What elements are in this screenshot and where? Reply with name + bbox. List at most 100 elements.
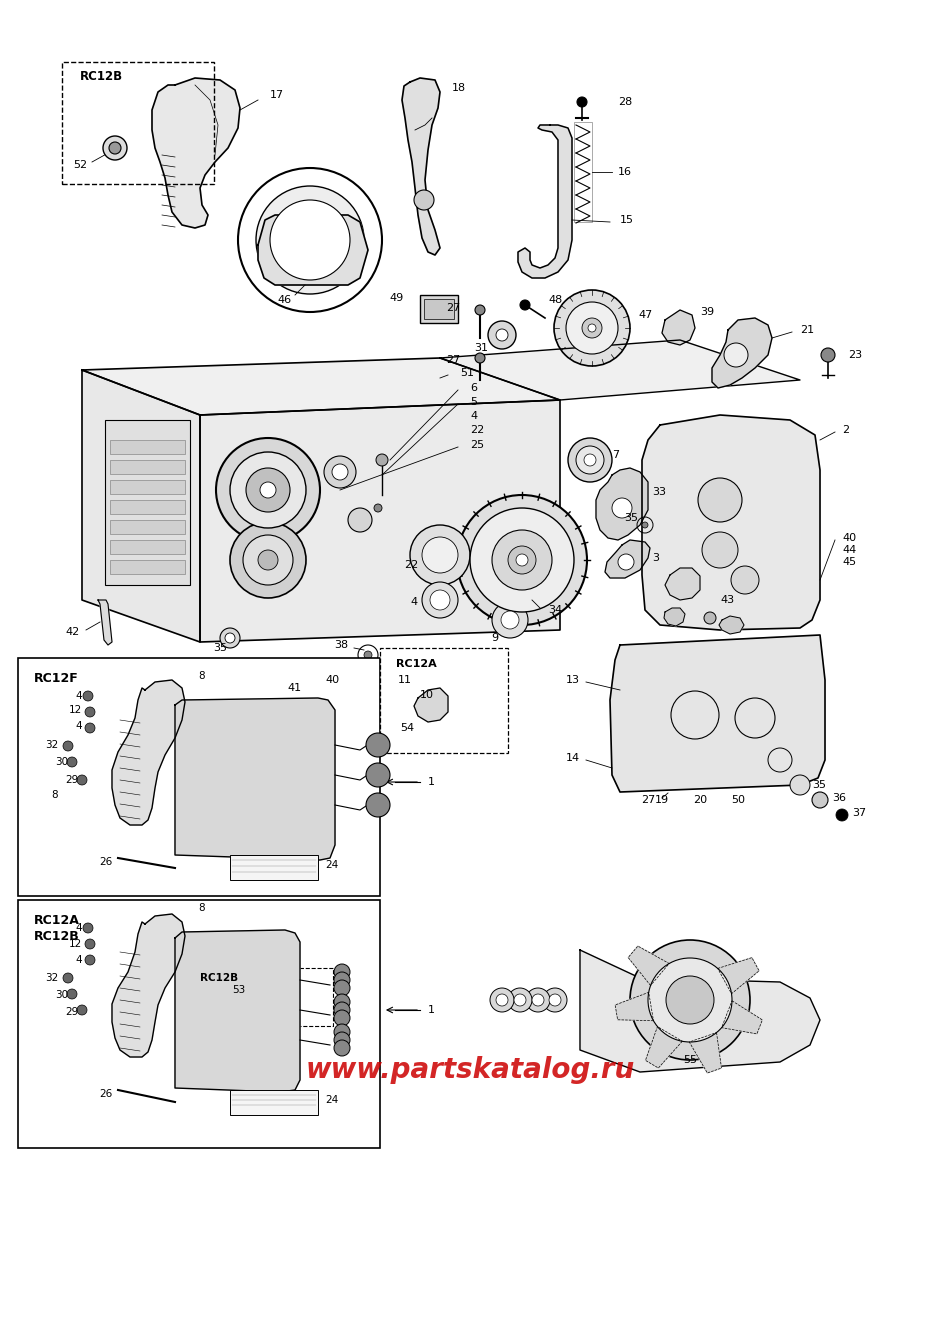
Text: 47: 47 [638, 310, 652, 321]
Text: 2: 2 [842, 425, 849, 435]
Text: 29: 29 [65, 775, 78, 784]
Text: 30: 30 [55, 990, 68, 1000]
Ellipse shape [77, 775, 87, 784]
Bar [185, 969, 333, 1026]
Bar [110, 541, 185, 554]
Ellipse shape [414, 189, 434, 209]
Polygon shape [605, 541, 650, 578]
Text: 19: 19 [655, 795, 669, 806]
Polygon shape [112, 914, 185, 1057]
Ellipse shape [334, 965, 350, 980]
Polygon shape [112, 680, 185, 825]
Bar [110, 519, 185, 534]
Ellipse shape [698, 478, 742, 522]
Text: 51: 51 [460, 368, 474, 378]
Ellipse shape [666, 977, 714, 1024]
Ellipse shape [422, 537, 458, 572]
Ellipse shape [67, 757, 77, 767]
Ellipse shape [422, 582, 458, 617]
Polygon shape [665, 568, 700, 600]
Text: 46: 46 [278, 295, 292, 305]
Ellipse shape [334, 1010, 350, 1026]
Text: 25: 25 [470, 440, 484, 451]
Ellipse shape [618, 554, 634, 570]
Text: RC12A: RC12A [396, 659, 437, 669]
Ellipse shape [554, 290, 630, 366]
Ellipse shape [225, 633, 235, 643]
Polygon shape [175, 930, 300, 1092]
Polygon shape [580, 950, 820, 1072]
Text: 10: 10 [420, 690, 434, 700]
Ellipse shape [83, 924, 93, 933]
Ellipse shape [382, 674, 394, 686]
Text: 23: 23 [848, 350, 862, 360]
Bar [380, 648, 508, 753]
Ellipse shape [334, 1002, 350, 1018]
Bar [110, 560, 185, 574]
Text: 6: 6 [470, 383, 477, 394]
Polygon shape [518, 125, 572, 278]
Text: 30: 30 [55, 757, 68, 767]
Bar [110, 440, 185, 454]
Ellipse shape [366, 733, 390, 757]
Ellipse shape [67, 988, 77, 999]
Ellipse shape [63, 741, 73, 751]
Ellipse shape [520, 299, 530, 310]
Text: 22: 22 [404, 560, 418, 570]
Bar [110, 460, 185, 474]
Polygon shape [258, 215, 368, 285]
Ellipse shape [220, 628, 240, 648]
Ellipse shape [630, 939, 750, 1060]
Text: 43: 43 [720, 595, 734, 606]
Polygon shape [310, 682, 342, 698]
Polygon shape [712, 318, 772, 388]
Text: 16: 16 [618, 167, 632, 178]
Bar [110, 480, 185, 494]
Text: 1: 1 [428, 776, 435, 787]
Text: 33: 33 [652, 488, 666, 497]
Text: 22: 22 [470, 425, 484, 435]
Text: 8: 8 [198, 670, 205, 681]
Text: 48: 48 [548, 295, 562, 305]
Ellipse shape [577, 97, 587, 107]
Text: 52: 52 [73, 160, 87, 170]
Ellipse shape [256, 186, 364, 294]
Ellipse shape [724, 343, 748, 367]
Ellipse shape [83, 692, 93, 701]
Text: 32: 32 [45, 739, 58, 750]
Text: 7: 7 [612, 451, 619, 460]
Polygon shape [402, 78, 440, 254]
Text: 31: 31 [474, 343, 488, 352]
Polygon shape [646, 1027, 682, 1068]
Ellipse shape [704, 612, 716, 624]
Bar [105, 420, 190, 586]
Text: 28: 28 [618, 97, 633, 107]
Text: 4: 4 [470, 411, 478, 421]
Ellipse shape [85, 955, 95, 965]
Text: 40: 40 [326, 674, 340, 685]
Text: 5: 5 [470, 398, 477, 407]
Text: 35: 35 [624, 513, 638, 523]
Ellipse shape [584, 454, 596, 466]
Polygon shape [628, 946, 669, 986]
Ellipse shape [334, 980, 350, 996]
Ellipse shape [243, 535, 293, 586]
Text: 26: 26 [99, 1089, 112, 1098]
Bar [424, 299, 454, 319]
Ellipse shape [790, 775, 810, 795]
Bar [574, 122, 592, 223]
Ellipse shape [470, 507, 574, 612]
Polygon shape [200, 400, 560, 643]
Polygon shape [82, 358, 560, 415]
Ellipse shape [334, 1032, 350, 1048]
Ellipse shape [612, 498, 632, 518]
Text: 32: 32 [45, 973, 58, 983]
Polygon shape [414, 688, 448, 722]
Text: RC12F: RC12F [34, 672, 79, 685]
Ellipse shape [260, 482, 276, 498]
Text: 41: 41 [288, 682, 302, 693]
Ellipse shape [366, 792, 390, 818]
Text: 42: 42 [66, 627, 80, 637]
Ellipse shape [63, 973, 73, 983]
Text: 37: 37 [852, 808, 866, 818]
